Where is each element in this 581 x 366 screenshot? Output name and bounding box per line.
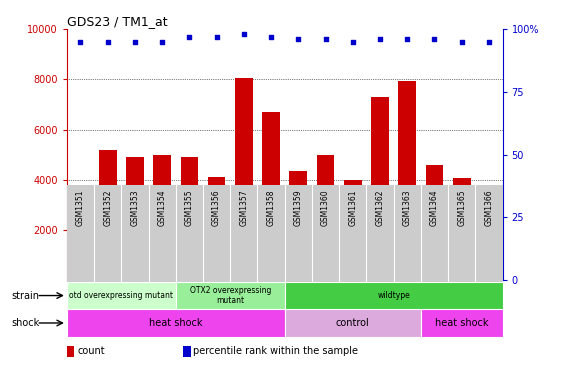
Bar	[453, 179, 471, 280]
Text: GSM1365: GSM1365	[457, 190, 466, 226]
Point	[76, 39, 85, 45]
Bar	[285, 309, 421, 337]
Text: GSM1351: GSM1351	[76, 190, 85, 226]
Text: GSM1366: GSM1366	[485, 190, 493, 226]
Text: count: count	[77, 346, 105, 356]
Text: GSM1357: GSM1357	[239, 190, 248, 226]
Bar	[262, 112, 280, 280]
Text: control: control	[336, 318, 370, 328]
Point	[239, 31, 249, 37]
Point	[212, 34, 221, 40]
Bar	[208, 177, 225, 280]
Text: GSM1359: GSM1359	[294, 190, 303, 226]
Point	[293, 36, 303, 42]
Point	[103, 39, 112, 45]
Bar	[153, 154, 171, 280]
Point	[321, 36, 330, 42]
Text: GSM1358: GSM1358	[267, 190, 275, 226]
Bar	[289, 171, 307, 280]
Bar	[421, 309, 503, 337]
Point	[485, 39, 494, 45]
Bar	[426, 165, 443, 280]
Bar	[285, 282, 503, 309]
Bar	[371, 97, 389, 280]
Bar	[235, 78, 253, 280]
Bar	[67, 309, 285, 337]
Point	[430, 36, 439, 42]
Point	[130, 39, 139, 45]
Point	[185, 34, 194, 40]
Text: GSM1353: GSM1353	[130, 190, 139, 226]
Bar	[175, 282, 285, 309]
Text: otd overexpressing mutant: otd overexpressing mutant	[69, 291, 173, 300]
Bar	[399, 81, 416, 280]
Text: GSM1352: GSM1352	[103, 190, 112, 226]
Text: GSM1356: GSM1356	[212, 190, 221, 226]
Text: GDS23 / TM1_at: GDS23 / TM1_at	[67, 15, 167, 28]
Text: wildtype: wildtype	[377, 291, 410, 300]
Point	[157, 39, 167, 45]
Text: shock: shock	[12, 318, 40, 328]
Bar	[181, 157, 198, 280]
Point	[375, 36, 385, 42]
Text: GSM1360: GSM1360	[321, 190, 330, 226]
Text: OTX2 overexpressing
mutant: OTX2 overexpressing mutant	[189, 286, 271, 305]
Bar	[126, 157, 144, 280]
Text: heat shock: heat shock	[435, 318, 489, 328]
Text: GSM1363: GSM1363	[403, 190, 412, 226]
Bar	[71, 185, 89, 280]
Text: strain: strain	[12, 291, 40, 300]
Text: GSM1364: GSM1364	[430, 190, 439, 226]
Point	[267, 34, 276, 40]
Text: GSM1361: GSM1361	[348, 190, 357, 226]
Text: GSM1354: GSM1354	[157, 190, 167, 226]
Text: GSM1355: GSM1355	[185, 190, 194, 226]
Text: percentile rank within the sample: percentile rank within the sample	[193, 346, 358, 356]
Point	[348, 39, 357, 45]
Bar	[67, 282, 175, 309]
Point	[403, 36, 412, 42]
Bar	[480, 229, 498, 280]
Bar	[344, 180, 361, 280]
Text: heat shock: heat shock	[149, 318, 203, 328]
Text: GSM1362: GSM1362	[375, 190, 385, 226]
Bar	[317, 154, 335, 280]
Point	[457, 39, 467, 45]
Bar	[99, 150, 117, 280]
